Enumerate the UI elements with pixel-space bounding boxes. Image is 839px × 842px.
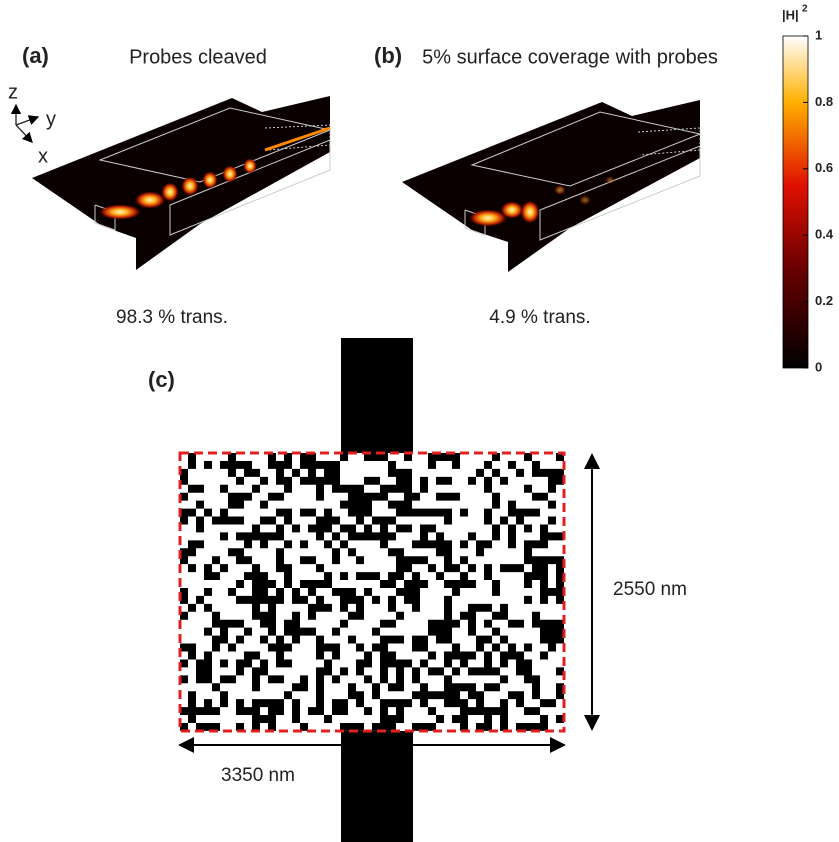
panel-letter: (a): [22, 43, 49, 68]
axis-z: z: [8, 81, 18, 103]
panel-letter: (b): [374, 43, 402, 68]
panel-b: 1μm (b) 5% surface coverage with probes …: [374, 43, 718, 328]
colorbar-label-superscript: 2: [802, 4, 808, 15]
axes-icon: [16, 105, 38, 142]
width-label: 3350 nm: [221, 765, 295, 786]
figure: 1μm (a) Probes cleaved 98.3 % trans. z y…: [0, 0, 839, 842]
axis-x: x: [38, 145, 48, 167]
colorbar-label: |H|: [782, 7, 799, 22]
colorbar: |H| 2 0 0.2 0.4 0.6 0.8 1: [782, 4, 834, 375]
panel-title: Probes cleaved: [129, 46, 267, 68]
height-label: 2550 nm: [613, 579, 687, 600]
axis-y: y: [46, 108, 56, 130]
transmission-label: 98.3 % trans.: [116, 307, 228, 328]
transmission-label: 4.9 % trans.: [489, 307, 590, 328]
colorbar-tick-label: 1: [815, 27, 822, 42]
colorbar-tick-label: 0: [815, 359, 822, 374]
panel-title: 5% surface coverage with probes: [422, 46, 718, 68]
panel-a: 1μm (a) Probes cleaved 98.3 % trans.: [22, 43, 330, 328]
colorbar-tick-label: 0.8: [815, 94, 833, 109]
page: { "panel_a": {"letter": "(a)", "title": …: [0, 0, 839, 842]
panel-c: (c) 2550 nm 3350 nm: [148, 338, 687, 842]
colorbar-tick-label: 0.4: [815, 227, 834, 242]
colorbar-tick-label: 0.2: [815, 293, 833, 308]
colorbar-gradient: [783, 36, 808, 368]
panel-letter: (c): [148, 367, 175, 392]
colorbar-tick-label: 0.6: [815, 160, 833, 175]
